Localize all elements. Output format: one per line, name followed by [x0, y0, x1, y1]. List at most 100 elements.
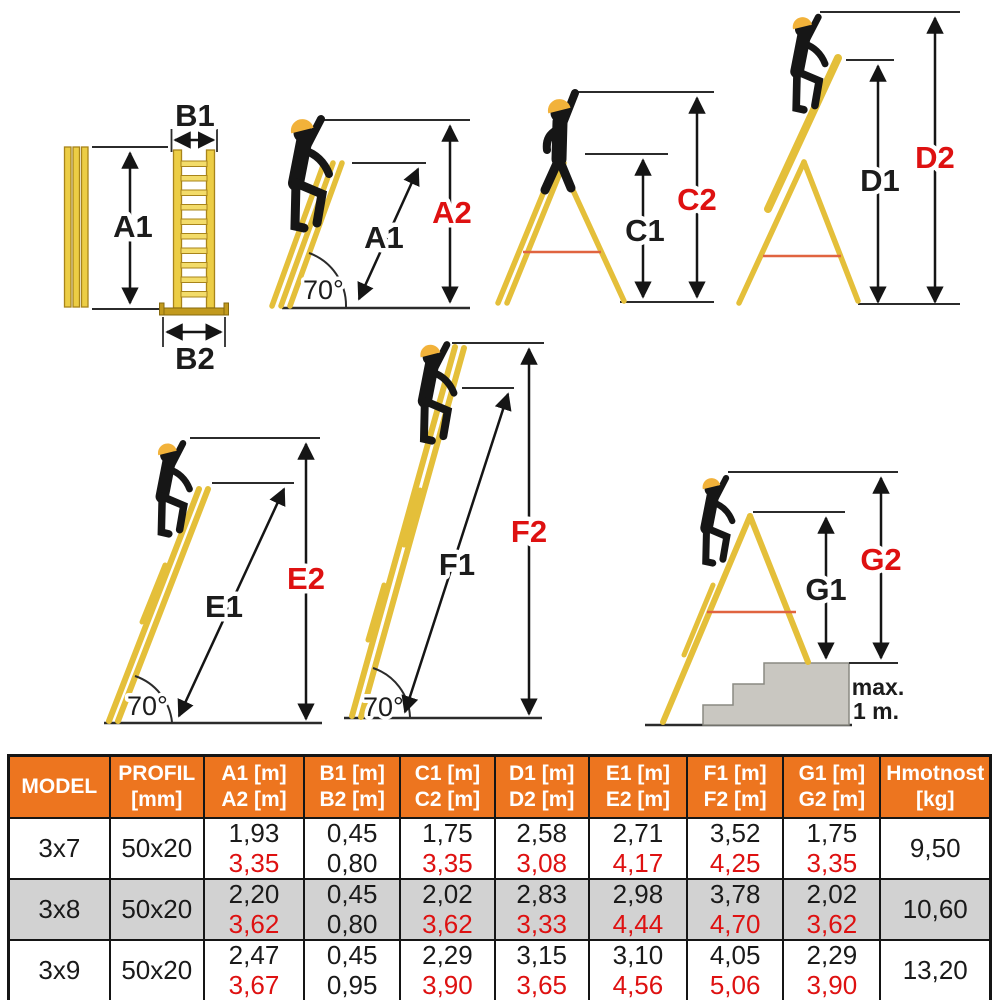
value-primary: 2,29: [422, 940, 473, 971]
stairs-icon: [702, 662, 850, 726]
value-secondary: 3,90: [806, 969, 858, 1000]
diagram-aframe-stairs: G1 G2 max. 1 m.: [645, 472, 906, 727]
diagram-aframe-extension: D1 D2: [736, 12, 960, 306]
value-primary: 3x9: [38, 954, 81, 985]
col-header-d: D1 [m] D2 [m]: [493, 754, 590, 819]
diagram-lean-two-section: 70° E1 E2: [104, 438, 329, 725]
col-header-model: MODEL: [7, 754, 111, 819]
dim-label-c1: C1: [625, 213, 665, 248]
value-secondary: 3,35: [806, 847, 858, 878]
dim-line-a1-lean: [357, 167, 420, 301]
angle-label: 70°: [127, 691, 168, 721]
value-secondary: 3,65: [516, 969, 567, 1000]
dim-line-f1: [401, 392, 512, 714]
value-primary: 3,52: [709, 818, 761, 849]
value-secondary: 4,56: [612, 969, 664, 1000]
value-secondary: 3,62: [422, 908, 473, 939]
worker-icon: [791, 15, 825, 110]
ladder-aframe-icon: [495, 159, 627, 306]
ladder-closed-profile-icon: [63, 146, 89, 308]
value-primary: 10,60: [902, 893, 968, 924]
value-secondary: 4,44: [612, 908, 664, 939]
cell-c: 2,29 3,90: [399, 939, 496, 1000]
value-primary: 2,71: [612, 818, 664, 849]
cell-model: 3x8: [7, 878, 111, 941]
dim-label-c2: C2: [677, 182, 717, 217]
value-primary: 9,50: [909, 832, 961, 863]
dim-line-e1: [177, 487, 286, 718]
value-primary: 2,02: [422, 879, 473, 910]
cell-c: 1,75 3,35: [399, 817, 496, 880]
dim-label-e1: E1: [205, 589, 243, 624]
value-primary: 13,20: [902, 954, 968, 985]
cell-d: 2,58 3,08: [493, 817, 590, 880]
dim-label-d1: D1: [860, 163, 900, 198]
cell-b: 0,45 0,80: [303, 878, 402, 941]
value-secondary: 3,67: [228, 969, 280, 1000]
cell-profil: 50x20: [108, 939, 205, 1000]
diagram-aframe: C1 C2: [495, 92, 721, 306]
diagram-lean-closed: 70° A1 A2: [269, 117, 476, 310]
dim-label-a1-lean: A1: [364, 220, 404, 255]
angle-label: 70°: [303, 275, 344, 305]
cell-b: 0,45 0,80: [303, 817, 402, 880]
value-primary: 0,45: [326, 818, 378, 849]
value-primary: 2,83: [516, 879, 567, 910]
value-primary: 0,45: [326, 940, 378, 971]
cell-model: 3x9: [7, 939, 111, 1000]
value-secondary: 3,62: [228, 908, 280, 939]
cell-a: 2,47 3,67: [202, 939, 306, 1000]
angle-label: 70°: [363, 692, 404, 722]
cell-e: 2,98 4,44: [587, 878, 689, 941]
worker-icon: [156, 441, 190, 533]
value-secondary: 3,35: [228, 847, 280, 878]
dim-label-g1: G1: [805, 572, 846, 607]
dim-label-g2: G2: [860, 542, 901, 577]
dim-label-f1: F1: [439, 547, 475, 582]
value-primary: 50x20: [121, 832, 193, 863]
value-primary: 1,75: [806, 818, 858, 849]
value-secondary: 4,17: [612, 847, 664, 878]
value-primary: 2,98: [612, 879, 664, 910]
cell-model: 3x7: [7, 817, 111, 880]
col-header-e: E1 [m] E2 [m]: [587, 754, 689, 819]
ladder-front-view-icon: [159, 149, 229, 316]
dim-label-b2: B2: [175, 341, 215, 376]
cell-a: 1,93 3,35: [202, 817, 306, 880]
value-primary: 0,45: [326, 879, 378, 910]
table-row-3x8: 3x8 50x20 2,20 3,62 0,45 0,80 2,02 3,62 2,8…: [7, 878, 992, 941]
col-header-b: B1 [m] B2 [m]: [303, 754, 402, 819]
diagram-closed-ladder: A1 B1 B2: [63, 94, 229, 381]
diagram-lean-extended: 70° F1 F2: [344, 343, 552, 726]
ladder-aframe-ext-icon: [736, 54, 861, 306]
value-primary: 3,78: [709, 879, 761, 910]
cell-weight: 10,60: [879, 878, 992, 941]
col-header-g: G1 [m] G2 [m]: [782, 754, 882, 819]
value-secondary: 4,25: [709, 847, 761, 878]
value-secondary: 4,70: [709, 908, 761, 939]
value-secondary: 3,35: [422, 847, 473, 878]
cell-f: 4,05 5,06: [686, 939, 785, 1000]
cell-weight: 9,50: [879, 817, 992, 880]
dim-label-d2: D2: [915, 140, 955, 175]
value-primary: 3x8: [38, 893, 81, 924]
col-header-weight: Hmotnost [kg]: [879, 754, 992, 819]
cell-b: 0,45 0,95: [303, 939, 402, 1000]
dim-label-a1: A1: [113, 209, 153, 244]
value-primary: 50x20: [121, 893, 193, 924]
cell-profil: 50x20: [108, 878, 205, 941]
cell-f: 3,52 4,25: [686, 817, 785, 880]
cell-e: 2,71 4,17: [587, 817, 689, 880]
cell-f: 3,78 4,70: [686, 878, 785, 941]
dim-label-f2: F2: [511, 514, 547, 549]
value-primary: 2,20: [228, 879, 280, 910]
value-primary: 1,75: [422, 818, 473, 849]
cell-g: 1,75 3,35: [782, 817, 882, 880]
cell-d: 3,15 3,65: [493, 939, 590, 1000]
value-primary: 1,93: [228, 818, 280, 849]
stabilizer-bar: [161, 307, 227, 316]
value-secondary: 3,08: [516, 847, 567, 878]
cell-g: 2,29 3,90: [782, 939, 882, 1000]
value-secondary: 3,33: [516, 908, 567, 939]
dim-label-b1: B1: [175, 98, 215, 133]
